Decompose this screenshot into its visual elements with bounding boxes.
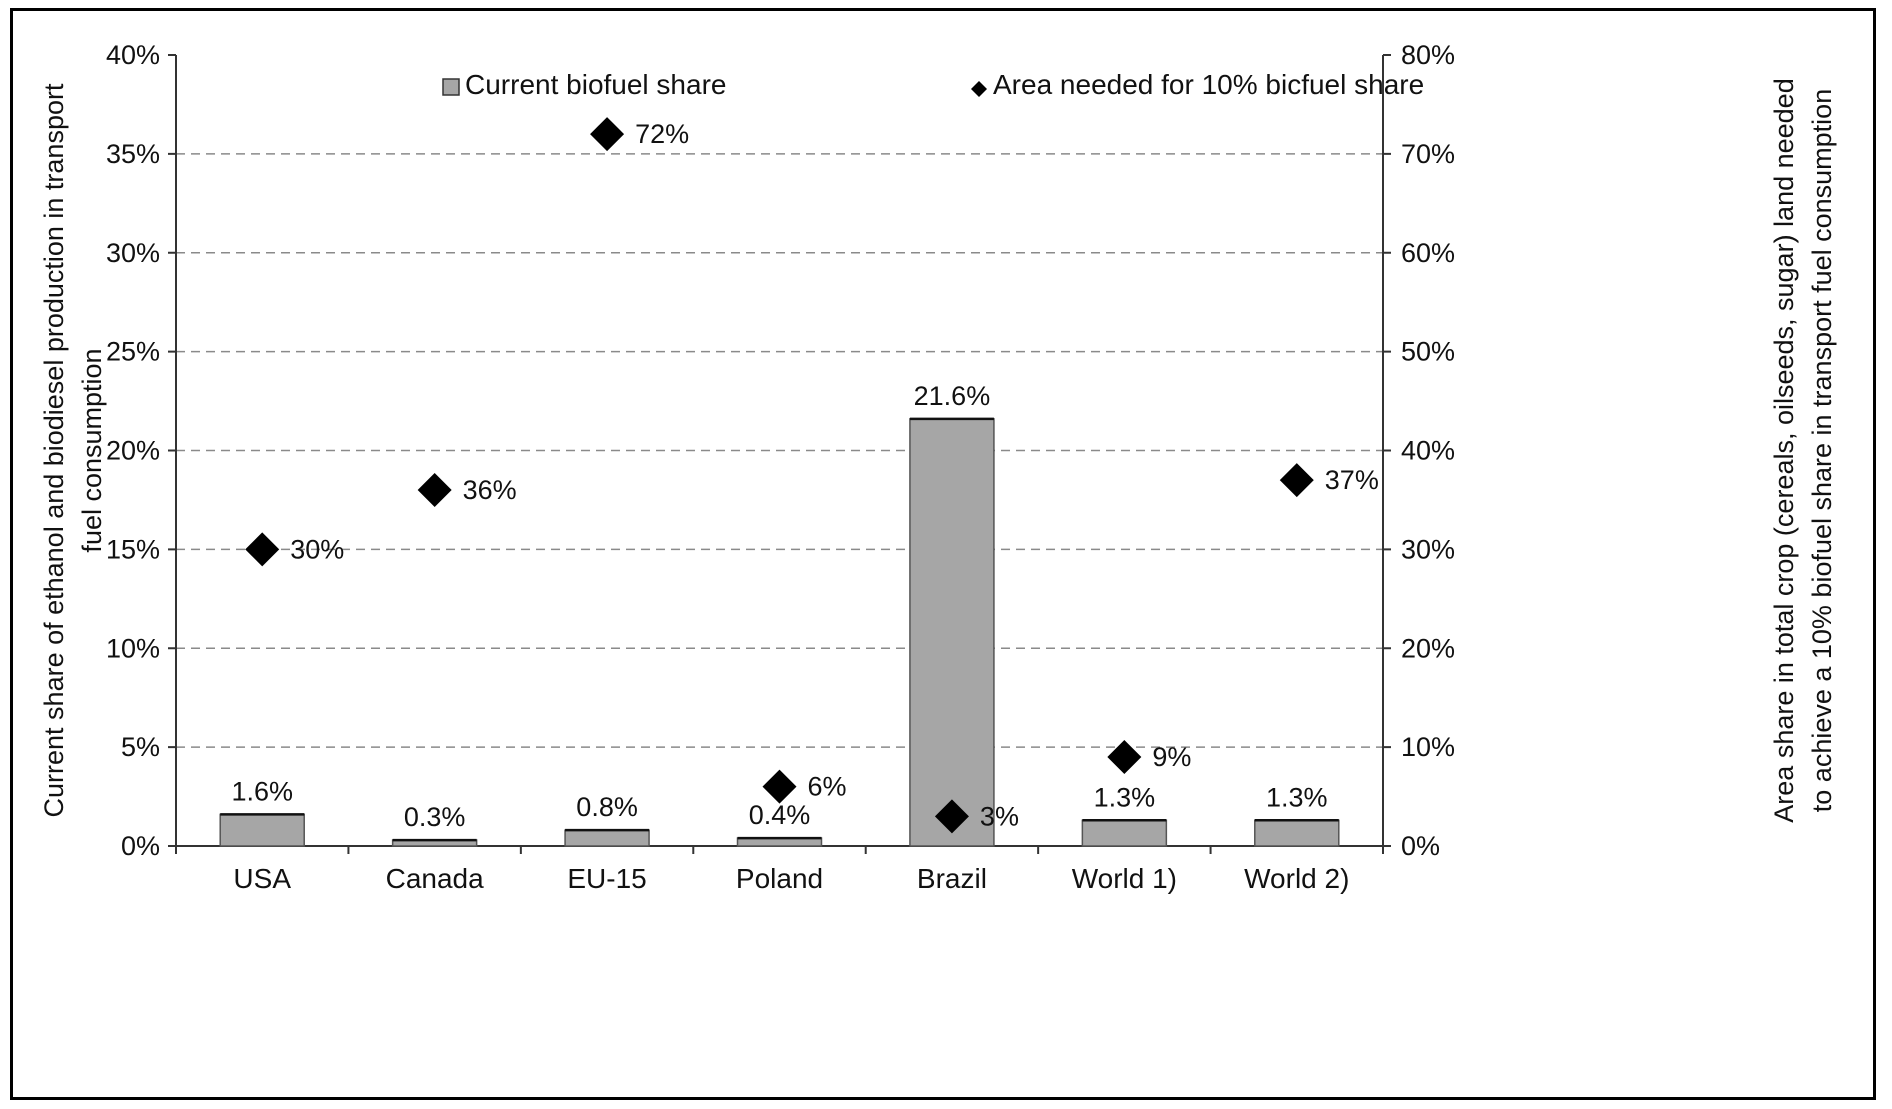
bar-data-label: 0.3% xyxy=(404,802,466,832)
x-tick-label: USA xyxy=(233,863,291,894)
marker-data-label: 30% xyxy=(290,534,344,564)
x-tick-label: EU-15 xyxy=(567,863,646,894)
y-tick-label-left: 5% xyxy=(121,732,160,762)
y-tick-label-left: 15% xyxy=(106,534,160,564)
y-tick-label-right: 20% xyxy=(1401,633,1455,663)
y-axis-title-right-line1: Area share in total crop (cereals, oilse… xyxy=(1769,78,1799,822)
y-tick-label-left: 35% xyxy=(106,139,160,169)
diamond-marker xyxy=(590,117,625,152)
y-tick-label-right: 0% xyxy=(1401,831,1440,861)
bar-data-label: 0.8% xyxy=(576,792,638,822)
diamond-marker xyxy=(417,473,452,508)
marker-data-label: 3% xyxy=(980,801,1019,831)
diamond-marker xyxy=(934,799,969,834)
bar xyxy=(1254,819,1340,847)
y-tick-label-left: 30% xyxy=(106,238,160,268)
y-tick-label-left: 10% xyxy=(106,633,160,663)
y-tick-label-left: 0% xyxy=(121,831,160,861)
bar-data-label: 0.4% xyxy=(749,800,811,830)
diamond-marker xyxy=(245,532,280,567)
y-tick-label-left: 20% xyxy=(106,436,160,466)
y-axis-title-right-line2: to achieve a 10% biofuel share in transp… xyxy=(1807,89,1837,812)
y-tick-label-right: 70% xyxy=(1401,139,1455,169)
y-tick-label-right: 10% xyxy=(1401,732,1455,762)
y-tick-label-right: 80% xyxy=(1401,40,1455,70)
y-tick-label-left: 25% xyxy=(106,337,160,367)
bar-data-label: 1.3% xyxy=(1266,782,1328,812)
y-tick-label-right: 40% xyxy=(1401,436,1455,466)
marker-data-label: 6% xyxy=(808,772,847,802)
y-axis-title-left-line2: fuel consumption xyxy=(77,348,107,552)
marker-data-label: 72% xyxy=(635,119,689,149)
diamond-marker xyxy=(1279,463,1314,498)
marker-data-label: 37% xyxy=(1325,465,1379,495)
diamond-marker xyxy=(762,769,797,804)
y-tick-label-right: 50% xyxy=(1401,337,1455,367)
y-tick-label-right: 30% xyxy=(1401,534,1455,564)
bar xyxy=(564,829,650,847)
bar xyxy=(219,813,305,847)
bar-data-label: 21.6% xyxy=(914,381,991,411)
bar xyxy=(1081,819,1168,847)
x-tick-label: Poland xyxy=(736,863,823,894)
x-tick-label: World 2) xyxy=(1244,863,1349,894)
legend-label-bar: Current biofuel share xyxy=(465,69,726,100)
y-tick-label-right: 60% xyxy=(1401,238,1455,268)
legend-label-marker: Area needed for 10% bicfuel share xyxy=(993,69,1424,100)
bar-data-label: 1.3% xyxy=(1094,782,1156,812)
x-tick-label: World 1) xyxy=(1072,863,1177,894)
x-tick-label: Brazil xyxy=(917,863,987,894)
chart-svg: 0% 0% 5% 10% 10% 20% 15% 30% 20% 40% 25% 50% 30% 60% 3… xyxy=(39,40,1837,894)
legend-swatch-marker xyxy=(971,81,987,97)
marker-data-label: 9% xyxy=(1152,742,1191,772)
bar xyxy=(909,418,995,847)
chart-frame: 0% 0% 5% 10% 10% 20% 15% 30% 20% 40% 25% 50% 30% 60% 3… xyxy=(10,8,1876,1100)
y-tick-label-left: 40% xyxy=(106,40,160,70)
diamond-marker xyxy=(1107,740,1142,775)
x-tick-label: Canada xyxy=(386,863,485,894)
marker-data-label: 36% xyxy=(463,475,517,505)
y-axis-title-left-line1: Current share of ethanol and biodiesel p… xyxy=(39,83,69,817)
legend-swatch-bar xyxy=(442,78,460,96)
bar-data-label: 1.6% xyxy=(231,776,293,806)
